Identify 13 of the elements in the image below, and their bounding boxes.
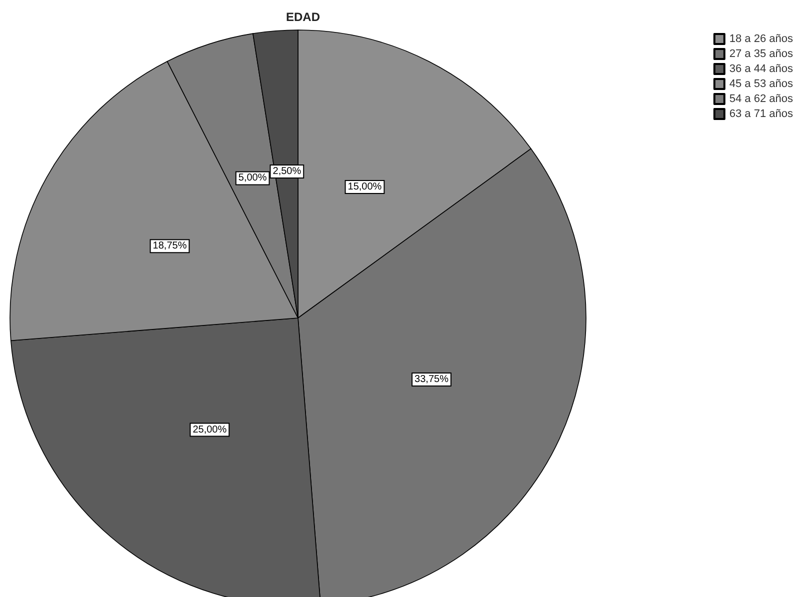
data-label: 15,00% <box>348 182 382 193</box>
legend-label: 36 a 44 años <box>729 63 794 75</box>
data-label: 2,50% <box>272 166 302 177</box>
data-label: 33,75% <box>414 374 449 386</box>
chart-title: EDAD <box>286 10 320 24</box>
legend-label: 54 a 62 años <box>729 93 794 105</box>
legend-label: 18 a 26 años <box>729 33 794 45</box>
data-label: 18,75% <box>152 240 187 252</box>
legend-label: 27 a 35 años <box>729 48 794 60</box>
data-label: 25,00% <box>192 424 227 436</box>
data-label: 5,00% <box>238 172 267 184</box>
legend-label: 63 a 71 años <box>729 108 794 120</box>
legend-label: 45 a 53 años <box>729 78 794 90</box>
